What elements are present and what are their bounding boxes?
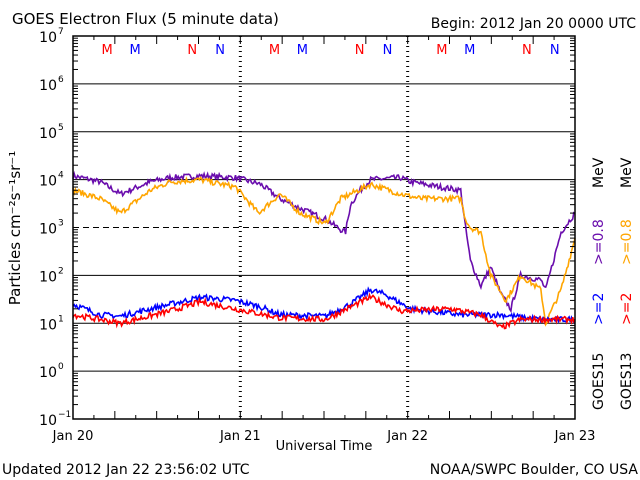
series-line: [72, 170, 576, 314]
marker-M: M: [102, 43, 113, 58]
marker-M: M: [269, 43, 280, 58]
series-line: [72, 292, 576, 330]
y-tick-exponent: 3: [58, 219, 64, 229]
legend-goes15-unit: MeV: [591, 157, 607, 188]
y-tick-label: 10: [39, 317, 57, 333]
y-tick-label: 10: [39, 222, 57, 238]
marker-M: M: [297, 43, 308, 58]
legend-goes15-ch1: >=2: [591, 293, 607, 325]
x-axis-label: Universal Time: [276, 439, 373, 454]
marker-M: M: [129, 43, 140, 58]
marker-N: N: [383, 43, 393, 58]
y-tick-exponent: 1: [58, 314, 64, 324]
chart-title: GOES Electron Flux (5 minute data): [12, 10, 279, 28]
y-tick-label: 10: [39, 78, 57, 94]
marker-M: M: [464, 43, 475, 58]
marker-N: N: [187, 43, 197, 58]
begin-label: Begin: 2012 Jan 20 0000 UTC: [431, 16, 636, 32]
legend-goes13-ch2: >=0.8: [619, 219, 635, 265]
y-tick-label: 10: [39, 365, 57, 381]
y-tick-label: 10: [39, 413, 57, 429]
y-tick-label: 10: [39, 126, 57, 142]
source-label: NOAA/SWPC Boulder, CO USA: [430, 462, 639, 478]
x-tick-label: Jan 20: [52, 429, 94, 444]
legend: GOES15 >=2 >=0.8 MeV GOES13 >=2 >=0.8 Me…: [591, 157, 635, 410]
legend-goes13-unit: MeV: [619, 157, 635, 188]
y-tick-label: 10: [39, 269, 57, 285]
y-tick-exponent: 6: [58, 75, 64, 85]
marker-N: N: [550, 43, 560, 58]
y-tick-label: 10: [39, 30, 57, 46]
marker-M: M: [436, 43, 447, 58]
legend-goes15-name: GOES15: [591, 353, 607, 410]
x-tick-label: Jan 22: [386, 429, 428, 444]
marker-N: N: [355, 43, 365, 58]
y-axis-label: Particles cm⁻²s⁻¹sr⁻¹: [6, 151, 24, 305]
y-tick-exponent: 0: [58, 362, 64, 372]
y-tick-exponent: 5: [58, 123, 64, 133]
updated-label: Updated 2012 Jan 22 23:56:02 UTC: [2, 462, 250, 478]
y-tick-label: 10: [39, 174, 57, 190]
x-tick-label: Jan 21: [219, 429, 261, 444]
legend-goes15-ch2: >=0.8: [591, 219, 607, 265]
series-line: [72, 286, 576, 324]
series-line: [72, 176, 576, 327]
marker-N: N: [522, 43, 532, 58]
marker-N: N: [215, 43, 225, 58]
y-tick-exponent: 4: [58, 171, 64, 181]
x-tick-label: Jan 23: [554, 429, 596, 444]
y-tick-exponent: −1: [58, 410, 71, 420]
legend-goes13-ch1: >=2: [619, 293, 635, 325]
y-tick-exponent: 7: [58, 27, 64, 37]
legend-goes13-name: GOES13: [619, 353, 635, 410]
y-tick-exponent: 2: [58, 266, 64, 276]
